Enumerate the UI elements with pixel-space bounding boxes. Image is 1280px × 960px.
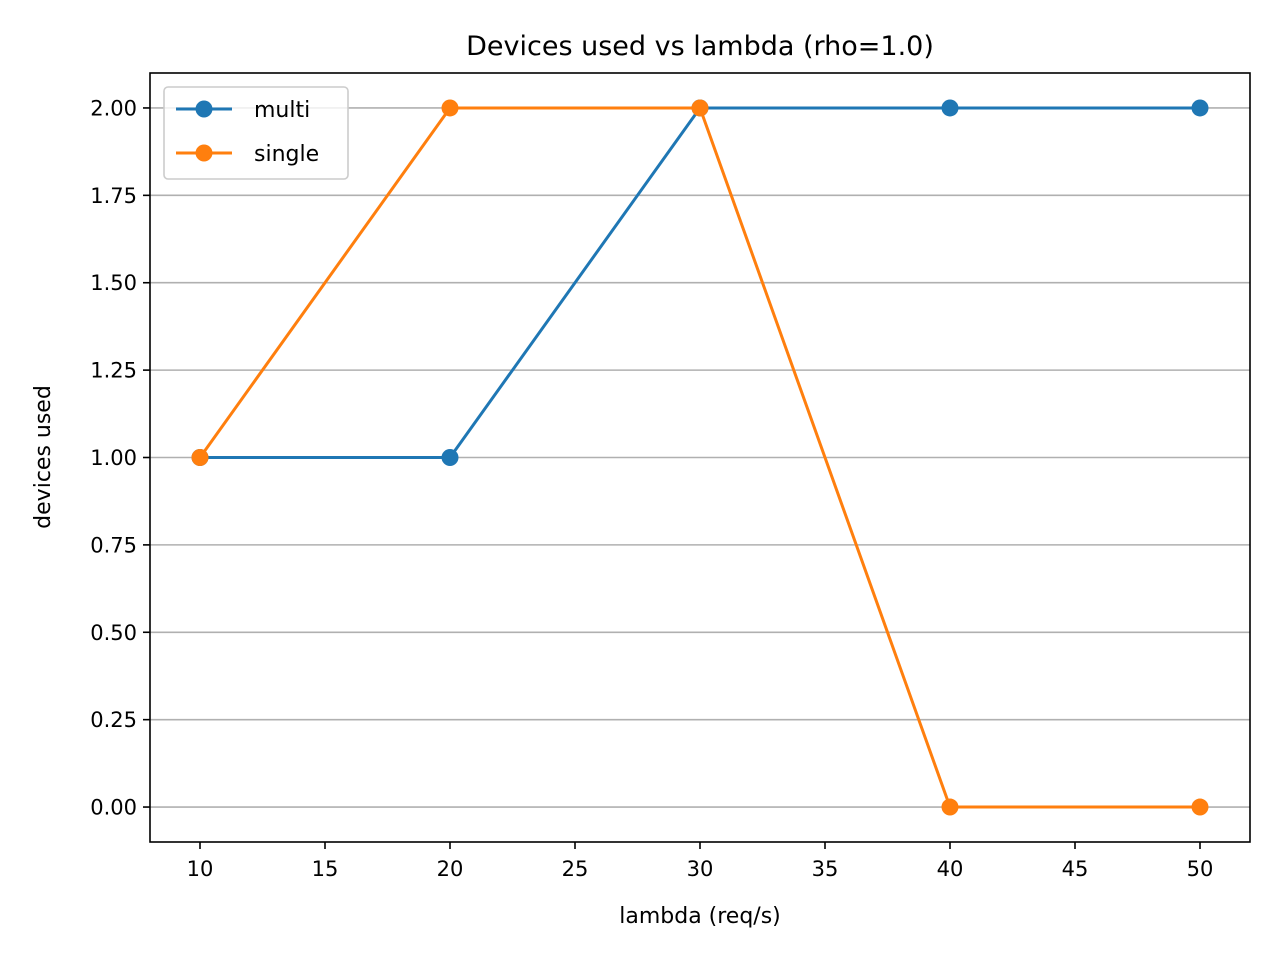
x-axis: 10 15 20 25 30 35 40 45 50 xyxy=(187,842,1214,881)
y-tick-label: 0.50 xyxy=(90,621,137,645)
chart-title: Devices used vs lambda (rho=1.0) xyxy=(466,31,934,62)
x-tick-label: 25 xyxy=(562,857,589,881)
data-point-single xyxy=(941,798,959,816)
x-tick-label: 15 xyxy=(312,857,339,881)
data-point-single xyxy=(1191,798,1209,816)
x-tick-label: 50 xyxy=(1187,857,1214,881)
legend-label-single: single xyxy=(254,142,319,167)
y-tick-label: 1.25 xyxy=(90,359,137,383)
legend-marker-multi xyxy=(195,100,213,118)
data-point-single xyxy=(691,99,709,117)
y-tick-label: 1.00 xyxy=(90,446,137,470)
data-point-single xyxy=(191,449,209,466)
data-point-multi xyxy=(941,99,959,117)
x-tick-label: 30 xyxy=(687,857,714,881)
x-tick-label: 10 xyxy=(187,857,214,881)
y-axis: 0.00 0.25 0.50 0.75 1.00 1.25 1.50 1.75 2.00 xyxy=(90,96,150,820)
data-point-multi xyxy=(1191,99,1209,117)
y-tick-label: 0.75 xyxy=(90,533,137,557)
y-tick-label: 1.75 xyxy=(90,184,137,208)
y-tick-label: 0.25 xyxy=(90,708,137,732)
y-tick-label: 1.50 xyxy=(90,271,137,295)
y-tick-label: 2.00 xyxy=(90,96,137,120)
x-tick-label: 35 xyxy=(812,857,839,881)
legend-label-multi: multi xyxy=(254,98,310,123)
y-axis-label: devices used xyxy=(31,385,56,529)
x-tick-label: 40 xyxy=(937,857,964,881)
x-axis-label: lambda (req/s) xyxy=(619,904,781,929)
legend: multi single xyxy=(163,86,349,180)
legend-marker-single xyxy=(195,144,213,162)
data-point-multi xyxy=(441,449,459,466)
data-point-single xyxy=(441,99,459,117)
x-tick-label: 20 xyxy=(437,857,464,881)
x-tick-label: 45 xyxy=(1062,857,1089,881)
y-tick-label: 0.00 xyxy=(90,796,137,820)
series-group xyxy=(191,99,1209,816)
